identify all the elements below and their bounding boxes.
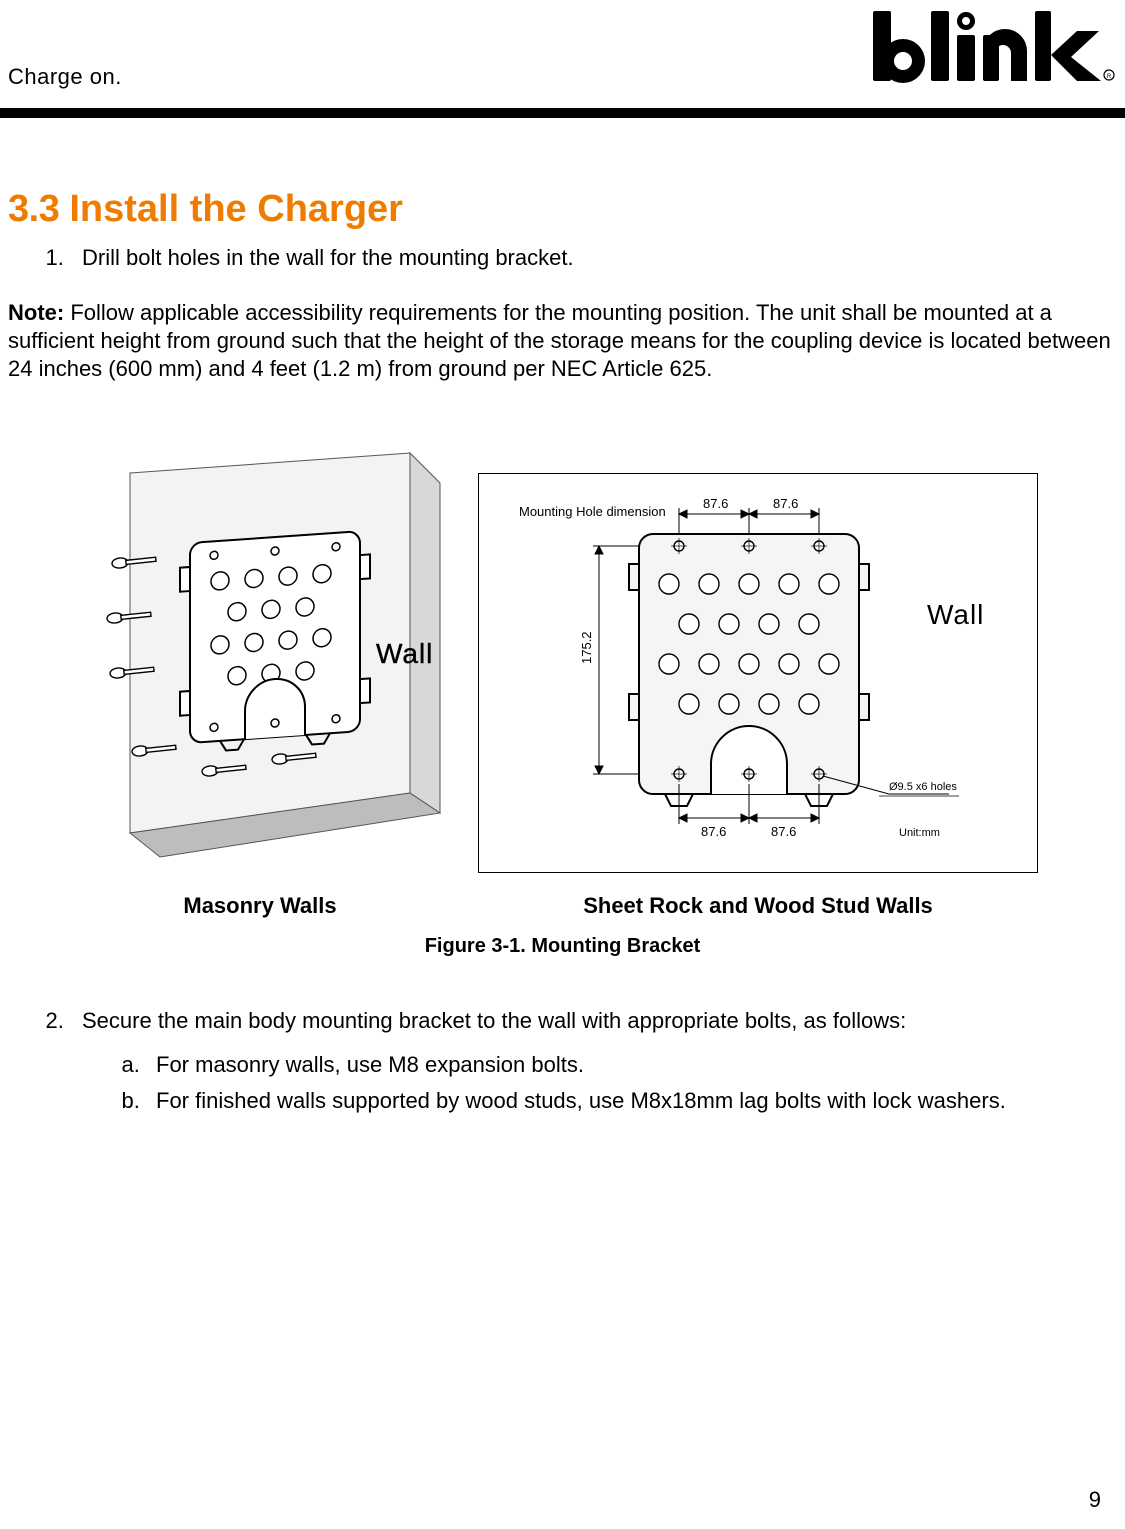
step-list-1: Drill bolt holes in the wall for the mou… — [70, 245, 1125, 271]
figure-left: Wall — [60, 433, 460, 873]
dim-bot-2: 87.6 — [771, 824, 796, 839]
figure-right-wall-label: Wall — [927, 599, 984, 630]
figure-row: Wall Mounting Hole dimension 87.6 87.6 — [60, 433, 1065, 873]
unit-note: Unit:mm — [899, 827, 940, 839]
section-title: Install the Charger — [69, 188, 403, 230]
section-number: 3.3 — [8, 188, 59, 230]
page-header: Charge on. — [0, 0, 1125, 100]
page: Charge on. — [0, 0, 1125, 1529]
diagram-title: Mounting Hole dimension — [519, 504, 666, 519]
figure-left-wall-label: Wall — [376, 638, 433, 669]
step-2b: For finished walls supported by wood stu… — [146, 1088, 1117, 1114]
dim-height: 175.2 — [579, 632, 594, 665]
note-body: Follow applicable accessibility requirem… — [8, 300, 1111, 381]
note-paragraph: Note: Follow applicable accessibility re… — [8, 299, 1117, 383]
figure-right: Mounting Hole dimension 87.6 87.6 — [478, 473, 1038, 873]
section-heading: 3.3Install the Charger — [0, 188, 1125, 231]
tagline: Charge on. — [8, 64, 122, 100]
brand-logo: R — [865, 5, 1125, 100]
hole-note: Ø9.5 x6 holes — [889, 781, 957, 793]
dim-top-1: 87.6 — [703, 496, 728, 511]
step-2-text: Secure the main body mounting bracket to… — [82, 1008, 906, 1033]
caption-right: Sheet Rock and Wood Stud Walls — [478, 893, 1038, 919]
svg-text:R: R — [1107, 74, 1112, 80]
dim-bot-1: 87.6 — [701, 824, 726, 839]
figure-captions: Masonry Walls Sheet Rock and Wood Stud W… — [60, 893, 1065, 919]
header-divider — [0, 108, 1125, 118]
step-1: Drill bolt holes in the wall for the mou… — [70, 245, 1125, 271]
step-2a: For masonry walls, use M8 expansion bolt… — [146, 1052, 1117, 1078]
caption-left: Masonry Walls — [60, 893, 460, 919]
step-2-block: Secure the main body mounting bracket to… — [40, 1008, 1117, 1114]
dim-top-2: 87.6 — [773, 496, 798, 511]
figure-title: Figure 3-1. Mounting Bracket — [0, 935, 1125, 958]
step-2: Secure the main body mounting bracket to… — [70, 1008, 1117, 1114]
note-label: Note: — [8, 300, 64, 325]
page-number: 9 — [1089, 1487, 1101, 1513]
